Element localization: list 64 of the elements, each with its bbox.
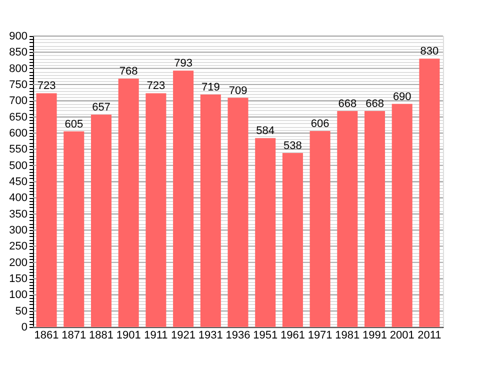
x-tick-label: 1981 [335, 330, 360, 342]
data-label: 768 [119, 66, 138, 78]
bar [118, 78, 139, 327]
x-tick-label: 1951 [253, 330, 278, 342]
data-label: 709 [228, 84, 248, 97]
data-label: 538 [284, 140, 302, 152]
data-label: 657 [92, 102, 110, 114]
x-tick-label: 1911 [144, 330, 168, 342]
y-tick-label: 550 [9, 144, 28, 156]
bar [255, 138, 276, 327]
y-tick-label: 500 [9, 160, 28, 172]
x-tick-label: 1901 [116, 330, 141, 342]
data-label: 723 [37, 80, 56, 92]
x-tick-label: 1971 [308, 330, 332, 342]
bar [282, 153, 303, 327]
data-label: 690 [392, 90, 412, 103]
x-tick-label: 1931 [198, 330, 223, 342]
bar [310, 131, 330, 327]
x-tick-label: 1961 [280, 330, 305, 342]
x-tick-label: 1881 [89, 330, 114, 342]
y-tick-label: 200 [9, 256, 28, 269]
y-tick-label: 600 [9, 128, 28, 140]
y-tick-label: 250 [9, 240, 28, 253]
bar [419, 58, 440, 327]
data-label: 668 [366, 98, 384, 110]
data-label: 830 [420, 46, 439, 58]
data-label: 584 [256, 125, 275, 138]
data-label: 793 [174, 58, 192, 70]
bar [173, 70, 194, 327]
y-tick-label: 450 [9, 176, 28, 188]
data-label: 668 [338, 98, 357, 110]
bar [64, 131, 84, 327]
bar [200, 94, 221, 327]
data-label: 606 [310, 118, 330, 130]
y-tick-label: 900 [9, 30, 28, 42]
data-label: 605 [64, 118, 84, 130]
y-tick-label: 100 [9, 289, 28, 302]
x-tick-label: 1861 [34, 330, 59, 342]
y-tick-label: 300 [9, 224, 28, 236]
y-tick-label: 850 [9, 46, 28, 59]
data-label: 723 [146, 80, 166, 92]
y-tick-label: 400 [9, 192, 28, 204]
bar [90, 114, 112, 327]
y-tick-label: 150 [9, 273, 28, 285]
bar [228, 98, 248, 327]
y-tick-label: 0 [21, 322, 28, 334]
x-tick-label: 1936 [226, 330, 250, 342]
x-tick-label: 1991 [362, 330, 387, 342]
x-tick-label: 1871 [62, 330, 86, 342]
bar [392, 104, 412, 327]
x-tick-label: 2011 [418, 330, 442, 342]
y-tick-label: 350 [9, 208, 28, 220]
y-tick-label: 800 [9, 62, 28, 75]
y-tick-label: 650 [9, 111, 28, 124]
y-tick-label: 700 [9, 95, 28, 108]
x-tick-label: 1921 [171, 330, 196, 342]
y-tick-label: 750 [9, 79, 28, 91]
bar [364, 111, 386, 327]
x-tick-label: 2001 [390, 330, 414, 342]
data-label: 719 [201, 82, 220, 94]
bar [36, 93, 57, 327]
y-tick-label: 50 [15, 305, 28, 318]
bar [146, 93, 166, 327]
bar [337, 111, 358, 327]
